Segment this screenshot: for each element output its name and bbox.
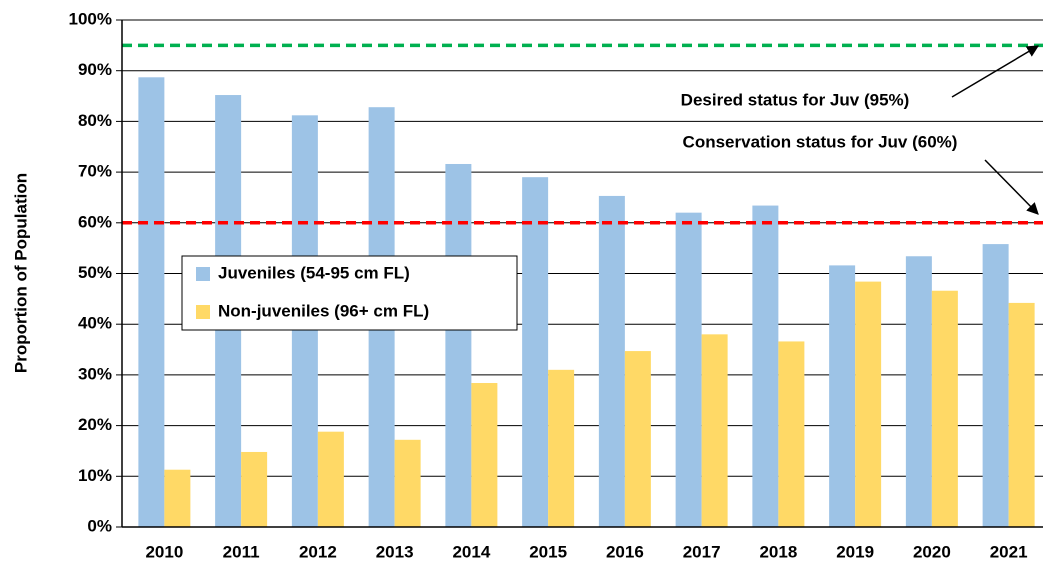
- bar: [778, 341, 805, 527]
- bar: [598, 195, 625, 527]
- x-tick-label: 2017: [683, 542, 721, 561]
- bar: [164, 469, 191, 527]
- bar: [548, 369, 575, 527]
- y-tick-label: 60%: [78, 212, 112, 231]
- bar: [982, 244, 1009, 527]
- x-tick-label: 2011: [223, 542, 260, 561]
- bar: [1008, 302, 1035, 527]
- bar: [471, 383, 498, 527]
- bar: [624, 351, 651, 527]
- y-tick-label: 90%: [78, 60, 112, 79]
- x-tick-label: 2012: [299, 542, 337, 561]
- bar: [829, 265, 856, 527]
- y-tick-label: 40%: [78, 314, 112, 333]
- annotation: Desired status for Juv (95%): [681, 90, 910, 109]
- x-tick-label: 2015: [529, 542, 567, 561]
- bar: [931, 290, 958, 527]
- bar: [752, 205, 779, 527]
- y-tick-label: 70%: [78, 162, 112, 181]
- x-tick-label: 2013: [376, 542, 414, 561]
- y-tick-label: 10%: [78, 466, 112, 485]
- bar: [855, 281, 882, 527]
- bar: [522, 177, 549, 528]
- y-tick-label: 30%: [78, 364, 112, 383]
- plot-area: 0% 10% 20% 30% 40% 50% 60% 70% 80% 90% 100% 2010 201…: [69, 9, 1043, 561]
- legend-swatch: [196, 267, 210, 281]
- y-tick-label: 100%: [69, 9, 112, 28]
- x-tick-label: 2014: [452, 542, 490, 561]
- x-tick-label: 2019: [836, 542, 874, 561]
- bar: [701, 334, 728, 527]
- annotation: Conservation status for Juv (60%): [683, 132, 958, 151]
- bar: [905, 256, 932, 527]
- y-tick-label: 0%: [87, 516, 112, 535]
- legend-swatch: [196, 305, 210, 319]
- bar: [317, 431, 344, 527]
- bar: [241, 451, 268, 527]
- bar: [445, 163, 472, 527]
- y-axis-label: Proportion of Population: [11, 173, 30, 373]
- x-tick-label: 2021: [990, 542, 1028, 561]
- x-tick-label: 2010: [145, 542, 183, 561]
- bar: [394, 439, 421, 527]
- legend-label: Juveniles (54-95 cm FL): [218, 263, 410, 282]
- bar: [138, 77, 165, 527]
- y-tick-label: 20%: [78, 415, 112, 434]
- x-tick-label: 2016: [606, 542, 644, 561]
- y-tick-label: 50%: [78, 263, 112, 282]
- x-tick-label: 2020: [913, 542, 951, 561]
- y-tick-label: 80%: [78, 111, 112, 130]
- annotation-arrow: [951, 45, 1040, 98]
- bar: [675, 212, 702, 527]
- x-tick-label: 2018: [759, 542, 797, 561]
- annotation-arrow: [984, 159, 1039, 215]
- legend-box: [181, 255, 518, 331]
- legend-label: Non-juveniles (96+ cm FL): [218, 301, 429, 320]
